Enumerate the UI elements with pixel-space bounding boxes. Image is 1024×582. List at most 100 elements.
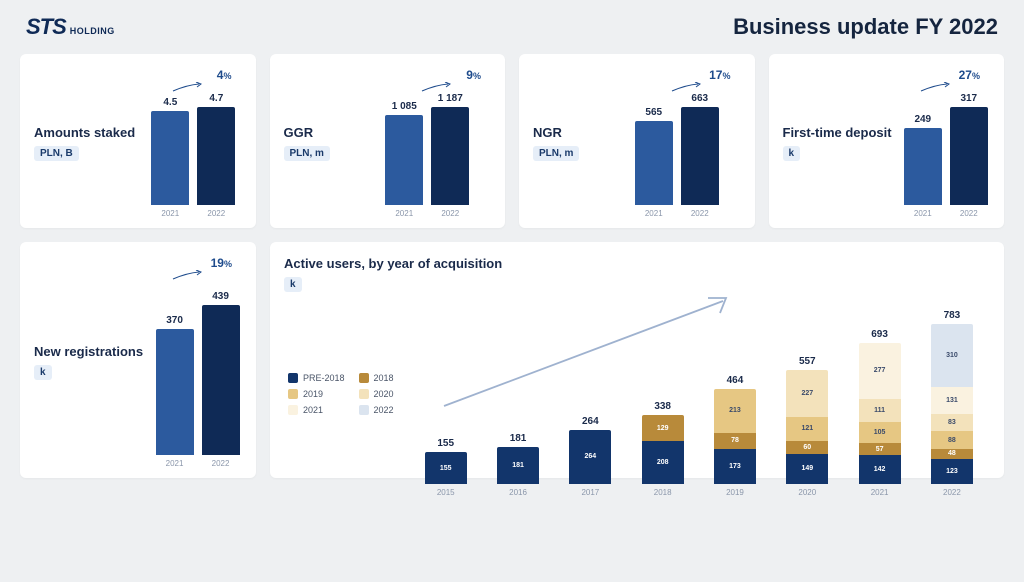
acq-column: 693142571051112772021 [849,329,909,497]
acq-column: 783 123488883131310 2022 [922,310,982,497]
bar-group: 3172022 [950,93,988,218]
bar [950,107,988,205]
registrations-card: New registrations k 19% 37020214392022 [20,242,256,478]
growth-arrow-icon [671,82,701,92]
bar-x-label: 2022 [207,209,225,218]
header: STS HOLDING Business update FY 2022 [20,14,1004,40]
acq-total-label: 155 [437,438,454,449]
legend-label: 2020 [374,389,394,399]
legend-swatch [359,389,369,399]
bar-x-label: 2022 [960,209,978,218]
bar-x-label: 2022 [441,209,459,218]
bar [156,329,194,455]
page-title: Business update FY 2022 [733,14,998,40]
bar-group: 4.7 2022 [197,93,235,218]
bar-value-label: 565 [645,107,662,118]
acq-total-label: 783 [944,310,961,321]
acq-x-label: 2015 [437,488,455,497]
acq-segment: 78 [714,433,756,449]
acq-stack: 123488883131310 [931,324,973,484]
growth-arrow-icon [172,82,202,92]
acq-stack: 208129 [642,415,684,484]
acq-segment: 173 [714,449,756,484]
acq-stack: 264 [569,430,611,484]
legend-item: 2021 [288,405,345,415]
acq-segment: 57 [859,443,901,455]
bar-x-label: 2021 [395,209,413,218]
acq-column: 464173782132019 [705,375,765,497]
kpi-title: New registrations [34,344,143,360]
acq-x-label: 2016 [509,488,527,497]
bar-group: 4.52021 [151,97,189,218]
growth-label: 19% [211,256,232,270]
kpi-chart: 4%4.520214.72022 [145,68,241,218]
bar [681,107,719,205]
kpi-title: NGR [533,125,603,141]
acq-segment: 111 [859,399,901,422]
bar [431,107,469,205]
legend-item: 2020 [359,389,394,399]
bar-value-label: 1 085 [392,101,417,112]
acq-segment: 105 [859,422,901,443]
acq-column: 2642642017 [560,416,620,497]
acq-segment: 142 [859,455,901,484]
kpi-card: GGRPLN, m9%1 08520211 1872022 [270,54,506,228]
bar [904,128,942,205]
legend-item: 2018 [359,373,394,383]
bar-group: 5652021 [635,107,673,218]
bar-group: 1 085 2021 [385,101,423,218]
acq-column: 1811812016 [488,433,548,497]
bar-group: 4392022 [202,291,240,468]
growth-label: 17% [709,68,730,82]
acq-segment: 88 [931,431,973,449]
legend-swatch [359,373,369,383]
legend-label: 2021 [303,405,323,415]
bar [202,305,240,455]
acq-segment: 121 [786,417,828,442]
acq-segment: 48 [931,449,973,459]
bar [385,115,423,205]
acq-column: 1551552015 [416,438,476,497]
kpi-card: NGRPLN, m17%56520216632022 [519,54,755,228]
legend-swatch [288,405,298,415]
acquisition-title: Active users, by year of acquisition [284,256,502,271]
acq-segment: 310 [931,324,973,387]
kpi-title: First-time deposit [783,125,892,141]
acq-total-label: 693 [871,329,888,340]
unit-badge: k [34,365,52,380]
bar-value-label: 439 [212,291,229,302]
acquisition-unit: k [284,277,302,292]
acq-x-label: 2019 [726,488,744,497]
legend-swatch [288,373,298,383]
trend-arrow-icon [438,292,738,412]
acq-segment: 83 [931,414,973,431]
acq-segment: 131 [931,387,973,414]
logo: STS HOLDING [26,14,115,40]
logo-sub: HOLDING [70,26,115,36]
acq-total-label: 557 [799,356,816,367]
legend-swatch [288,389,298,399]
bar-value-label: 663 [691,93,708,104]
bar-group: 2492021 [904,114,942,218]
legend-item: 2019 [288,389,345,399]
kpi-card: Amounts stakedPLN, B4%4.520214.72022 [20,54,256,228]
acq-x-label: 2017 [581,488,599,497]
unit-badge: k [783,146,801,161]
acq-segment: 129 [642,415,684,441]
kpi-chart: 19% 37020214392022 [153,256,242,468]
bar [151,111,189,205]
acq-stack: 14960121227 [786,370,828,484]
growth-arrow-icon [421,82,451,92]
bar-value-label: 4.5 [163,97,177,108]
acq-x-label: 2022 [943,488,961,497]
acq-segment: 277 [859,343,901,400]
bar-value-label: 4.7 [209,93,223,104]
acq-total-label: 464 [727,375,744,386]
acq-column: 3382081292018 [633,401,693,497]
bar-group: 1 1872022 [431,93,469,218]
acq-column: 557149601212272020 [777,356,837,497]
acquisition-legend: PRE-201820182019202020212022 [284,292,394,497]
kpi-title: Amounts staked [34,125,135,141]
acq-segment: 123 [931,459,973,484]
bar-group: 3702021 [156,315,194,468]
